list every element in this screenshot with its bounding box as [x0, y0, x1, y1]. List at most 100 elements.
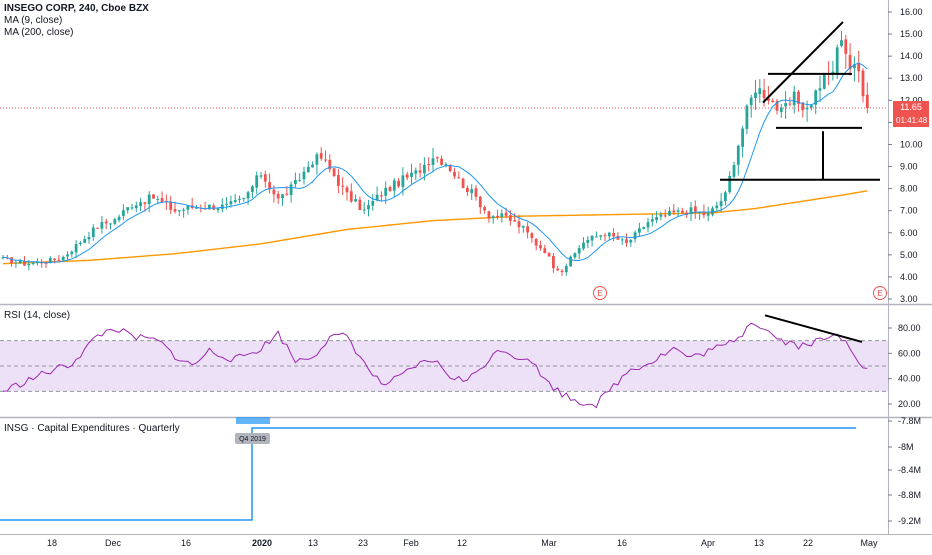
candle-body: [276, 193, 280, 199]
candle-body: [79, 242, 82, 245]
capex-axis-tick: -8.8M: [898, 490, 921, 500]
candle-body: [861, 70, 865, 97]
candle-body: [840, 40, 843, 46]
candle-body: [229, 201, 233, 205]
candle-body: [397, 180, 400, 187]
candle-body: [702, 211, 706, 216]
candle-body: [10, 257, 13, 264]
candle-body: [788, 103, 792, 105]
candle-body: [130, 207, 134, 209]
candle-body: [332, 168, 336, 177]
time-axis-tick: Apr: [701, 538, 715, 548]
candle-body: [724, 192, 727, 202]
candle-body: [638, 228, 641, 233]
candle-body: [642, 227, 646, 229]
time-axis-tick: Dec: [105, 538, 122, 548]
symbol-title[interactable]: INSEGO CORP, 240, Cboe BZX: [4, 3, 149, 14]
candle-body: [814, 90, 818, 105]
candle-body: [70, 251, 74, 255]
candle-body: [474, 188, 478, 197]
candle-body: [139, 202, 142, 207]
price-axis-tick: 14.00: [900, 51, 923, 61]
candle-body: [517, 221, 521, 228]
candle-body: [341, 185, 345, 187]
candle-body: [435, 157, 439, 159]
candle-body: [315, 154, 319, 165]
candle-body: [1, 257, 5, 259]
candle-body: [126, 207, 130, 211]
time-axis-tick: May: [860, 538, 878, 548]
ma9-line: [2, 62, 868, 264]
candle-body: [715, 205, 719, 209]
candle-body: [414, 170, 418, 174]
candle-body: [302, 171, 306, 180]
candle-body: [36, 261, 39, 264]
time-axis-tick: Feb: [403, 538, 419, 548]
candle-body: [672, 210, 676, 213]
ma200-legend[interactable]: MA (200, close): [4, 27, 74, 38]
price-legend: INSEGO CORP, 240, Cboe BZX MA (9, close)…: [4, 3, 149, 39]
candle-body: [186, 205, 190, 210]
candle-body: [371, 200, 375, 206]
candle-body: [289, 184, 293, 195]
candle-body: [285, 193, 289, 195]
candle-body: [513, 219, 517, 222]
candle-body: [423, 164, 426, 174]
candle-body: [14, 262, 18, 264]
rsi-axis-tick: 60.00: [898, 348, 921, 358]
candle-body: [444, 164, 448, 166]
price-axis-tick: 10.00: [900, 139, 923, 149]
time-axis-tick: 18: [47, 538, 57, 548]
candle-body: [87, 236, 91, 240]
candle-body: [410, 172, 413, 177]
candle-body: [337, 175, 340, 186]
candle-body: [457, 177, 461, 179]
capex-step-line: [0, 427, 856, 521]
candle-body: [57, 259, 61, 261]
candle-body: [294, 180, 297, 185]
price-axis-tick: 13.00: [900, 73, 923, 83]
earnings-E-1: [593, 286, 607, 300]
candle-body: [668, 211, 671, 216]
candle-body: [384, 187, 388, 196]
ma9-legend[interactable]: MA (9, close): [4, 15, 63, 26]
candle-body: [354, 199, 357, 202]
rsi-line: [2, 322, 868, 409]
candle-body: [134, 205, 138, 209]
candle-body: [801, 102, 805, 111]
candle-body: [646, 222, 650, 228]
candle-body: [491, 216, 495, 219]
candle-body: [478, 196, 482, 208]
candle-body: [698, 212, 701, 214]
candle-body: [405, 174, 409, 178]
candle-body: [83, 239, 87, 243]
candle-body: [147, 194, 151, 205]
candle-body: [706, 213, 710, 216]
candle-body: [577, 248, 581, 254]
candle-body: [122, 210, 125, 216]
capex-axis-tick: -8.4M: [898, 465, 921, 475]
candle-body: [311, 164, 314, 168]
capex-legend[interactable]: INSG · Capital Expenditures · Quarterly: [4, 423, 180, 435]
bar-countdown-value: 01:41:48: [896, 116, 928, 125]
time-axis-tick: 2020: [252, 538, 272, 548]
candle-body: [659, 214, 663, 217]
candle-body: [401, 175, 405, 187]
candle-body: [345, 187, 349, 193]
candle-body: [177, 210, 181, 212]
candle-body: [27, 263, 31, 266]
candle-body: [272, 189, 276, 195]
candle-body: [48, 258, 52, 264]
candle-body: [848, 55, 852, 70]
time-axis-tick: 16: [181, 538, 191, 548]
candle-body: [599, 235, 603, 237]
time-axis-tick: 13: [754, 538, 764, 548]
candle-body: [835, 47, 839, 74]
candle-body: [349, 191, 353, 202]
price-axis-tick: 3.00: [900, 294, 918, 304]
price-axis-tick: 4.00: [900, 272, 918, 282]
rsi-legend[interactable]: RSI (14, close): [4, 310, 70, 322]
